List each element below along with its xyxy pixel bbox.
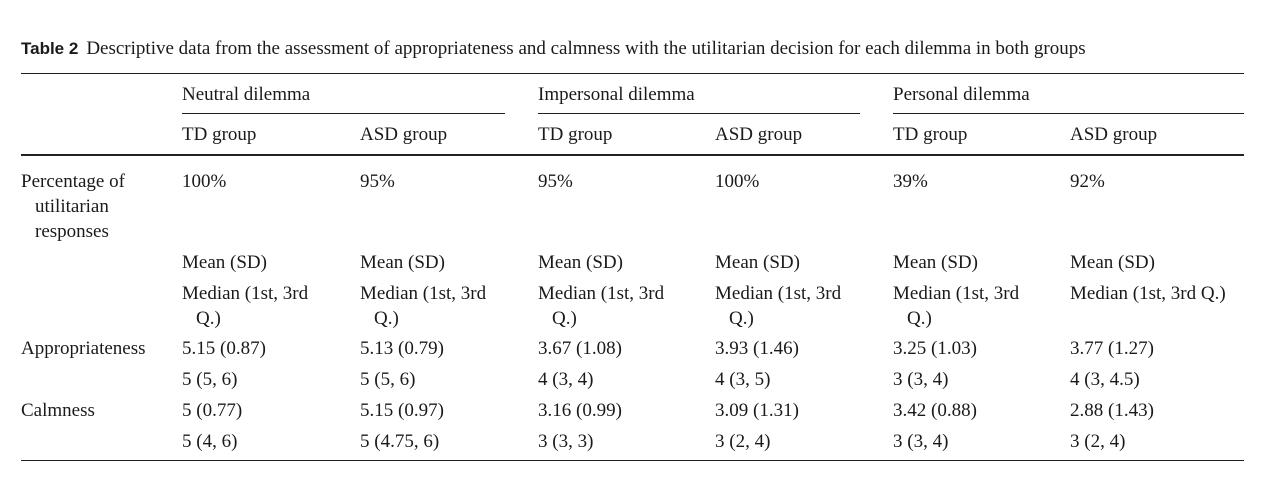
table-caption-text: Descriptive data from the assessment of … bbox=[86, 38, 1086, 59]
median-subheader-line: Median (1st, 3rd bbox=[893, 283, 1020, 304]
mean-sd-subheader: Mean (SD) bbox=[182, 252, 267, 273]
median-subheader-line: Median (1st, 3rd bbox=[182, 283, 309, 304]
header-bottom-rule bbox=[21, 154, 1244, 156]
median-subheader: Median (1st, 3rd Q.) bbox=[360, 281, 486, 331]
appropriateness-median: 5 (5, 6) bbox=[360, 369, 416, 390]
header-impersonal-dilemma: Impersonal dilemma bbox=[538, 84, 695, 105]
header-group: ASD group bbox=[1070, 124, 1158, 145]
row-label-calmness: Calmness bbox=[21, 400, 95, 421]
median-subheader: Median (1st, 3rd Q.) bbox=[182, 281, 308, 331]
median-subheader-line: Median (1st, 3rd bbox=[360, 283, 487, 304]
mean-sd-subheader: Mean (SD) bbox=[360, 252, 445, 273]
calmness-median: 5 (4.75, 6) bbox=[360, 431, 440, 452]
median-subheader-line: Q.) bbox=[729, 308, 754, 329]
spanner-rule-neutral bbox=[182, 113, 505, 114]
header-group: TD group bbox=[893, 124, 968, 145]
calmness-mean: 3.42 (0.88) bbox=[893, 400, 977, 421]
appropriateness-median: 4 (3, 4) bbox=[538, 369, 594, 390]
calmness-mean: 5.15 (0.97) bbox=[360, 400, 444, 421]
header-group: ASD group bbox=[715, 124, 803, 145]
header-neutral-dilemma: Neutral dilemma bbox=[182, 84, 311, 105]
median-subheader-line: Median (1st, 3rd bbox=[715, 283, 842, 304]
mean-sd-subheader: Mean (SD) bbox=[538, 252, 623, 273]
header-group: ASD group bbox=[360, 124, 448, 145]
header-group: TD group bbox=[182, 124, 257, 145]
calmness-median: 3 (3, 4) bbox=[893, 431, 949, 452]
appropriateness-median: 4 (3, 5) bbox=[715, 369, 771, 390]
appropriateness-mean: 3.67 (1.08) bbox=[538, 338, 622, 359]
appropriateness-mean: 5.15 (0.87) bbox=[182, 338, 266, 359]
calmness-median: 5 (4, 6) bbox=[182, 431, 238, 452]
header-personal-dilemma: Personal dilemma bbox=[893, 84, 1030, 105]
row-label-appropriateness: Appropriateness bbox=[21, 338, 146, 359]
appropriateness-median: 3 (3, 4) bbox=[893, 369, 949, 390]
appropriateness-mean: 3.77 (1.27) bbox=[1070, 338, 1154, 359]
calmness-mean: 2.88 (1.43) bbox=[1070, 400, 1154, 421]
spanner-rule-personal bbox=[893, 113, 1244, 114]
percentage-value: 95% bbox=[538, 171, 573, 192]
appropriateness-mean: 3.25 (1.03) bbox=[893, 338, 977, 359]
appropriateness-median: 5 (5, 6) bbox=[182, 369, 238, 390]
percentage-value: 100% bbox=[182, 171, 227, 192]
calmness-median: 3 (2, 4) bbox=[715, 431, 771, 452]
appropriateness-median: 4 (3, 4.5) bbox=[1070, 369, 1140, 390]
median-subheader: Median (1st, 3rd Q.) bbox=[1070, 281, 1226, 306]
mean-sd-subheader: Mean (SD) bbox=[1070, 252, 1155, 273]
appropriateness-mean: 5.13 (0.79) bbox=[360, 338, 444, 359]
median-subheader: Median (1st, 3rd Q.) bbox=[893, 281, 1019, 331]
median-subheader-line: Median (1st, 3rd bbox=[538, 283, 665, 304]
top-rule bbox=[21, 73, 1244, 74]
calmness-mean: 3.16 (0.99) bbox=[538, 400, 622, 421]
header-group: TD group bbox=[538, 124, 613, 145]
calmness-mean: 3.09 (1.31) bbox=[715, 400, 799, 421]
row-label-line: Percentage of bbox=[21, 171, 125, 192]
percentage-value: 92% bbox=[1070, 171, 1105, 192]
bottom-rule bbox=[21, 460, 1244, 461]
median-subheader-line: Q.) bbox=[552, 308, 577, 329]
median-subheader-line: Q.) bbox=[196, 308, 221, 329]
row-label-line: responses bbox=[35, 221, 109, 242]
median-subheader-line: Q.) bbox=[907, 308, 932, 329]
median-subheader-line: Q.) bbox=[374, 308, 399, 329]
row-label-line: utilitarian bbox=[35, 196, 109, 217]
calmness-median: 3 (3, 3) bbox=[538, 431, 594, 452]
spanner-rule-impersonal bbox=[538, 113, 860, 114]
table-caption: Table 2 Descriptive data from the assessm… bbox=[21, 38, 1086, 60]
row-label-percentage: Percentage of utilitarian responses bbox=[21, 169, 125, 244]
mean-sd-subheader: Mean (SD) bbox=[715, 252, 800, 273]
median-subheader: Median (1st, 3rd Q.) bbox=[538, 281, 664, 331]
median-subheader: Median (1st, 3rd Q.) bbox=[715, 281, 841, 331]
table-label: Table 2 bbox=[21, 39, 79, 58]
percentage-value: 100% bbox=[715, 171, 760, 192]
percentage-value: 39% bbox=[893, 171, 928, 192]
median-subheader-line: Median (1st, 3rd Q.) bbox=[1070, 283, 1226, 304]
calmness-mean: 5 (0.77) bbox=[182, 400, 243, 421]
appropriateness-mean: 3.93 (1.46) bbox=[715, 338, 799, 359]
percentage-value: 95% bbox=[360, 171, 395, 192]
calmness-median: 3 (2, 4) bbox=[1070, 431, 1126, 452]
mean-sd-subheader: Mean (SD) bbox=[893, 252, 978, 273]
